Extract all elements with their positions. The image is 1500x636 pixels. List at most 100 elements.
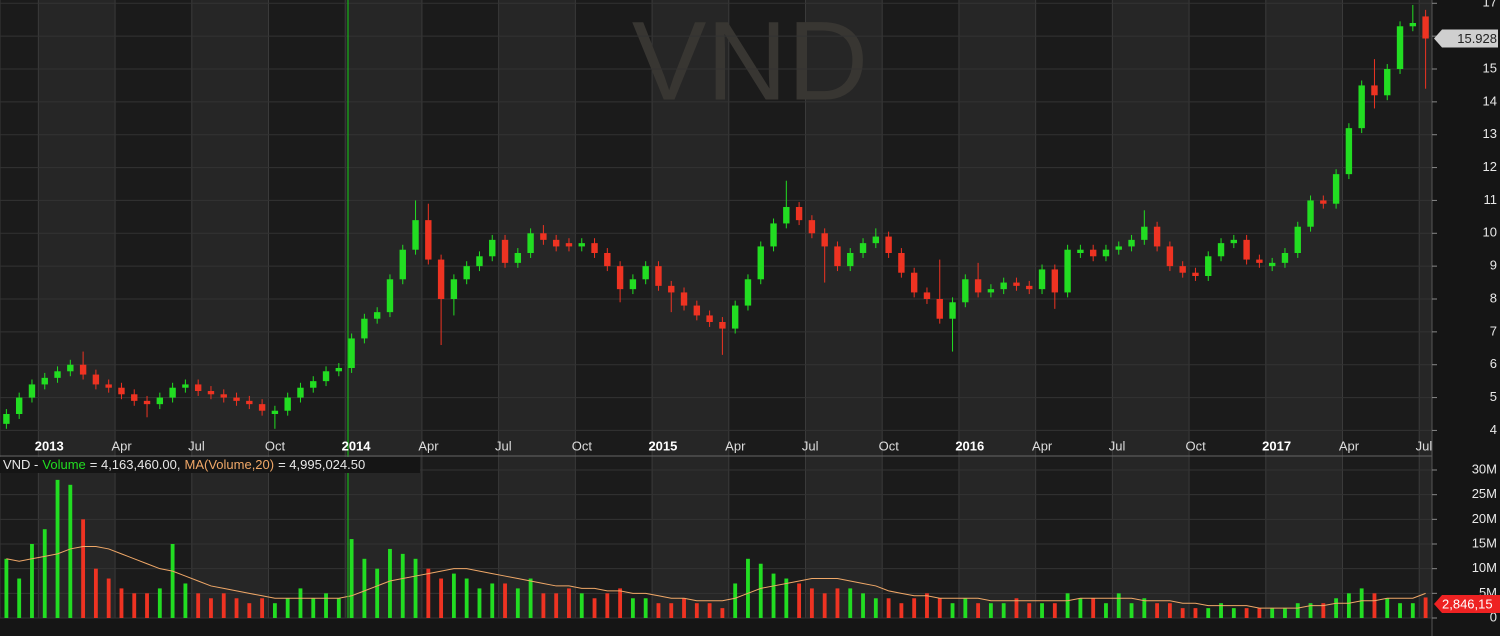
candle-body [1051, 269, 1059, 293]
volume-bar [528, 578, 533, 618]
quarter-band [805, 0, 883, 618]
volume-bar [324, 593, 328, 618]
volume-bar [1244, 608, 1249, 618]
volume-bar [1410, 603, 1415, 618]
candle-body [1256, 259, 1263, 263]
volume-bar [784, 578, 789, 618]
candle-body [693, 305, 701, 316]
volume-bar [515, 588, 520, 618]
volume-bar [183, 583, 188, 618]
candle-body [207, 391, 215, 395]
candle-body [169, 387, 176, 398]
candle-body [463, 266, 470, 280]
volume-bar [1398, 603, 1402, 618]
volume-bar [30, 544, 34, 618]
volume-bar [451, 573, 456, 618]
price-marker [1434, 29, 1498, 48]
volume-bar [1040, 603, 1044, 618]
candle-body [3, 414, 10, 424]
candle-body [1128, 239, 1135, 247]
candle-body [872, 236, 880, 244]
candle-body [1192, 272, 1199, 276]
candle-body [514, 253, 522, 263]
y-tick-label: 8 [1490, 290, 1497, 305]
volume-bar [4, 558, 9, 618]
y-tick-label: 15M [1472, 535, 1497, 550]
volume-bar [605, 593, 610, 618]
x-tick-label: Apr [111, 438, 132, 453]
volume-bar [68, 484, 73, 618]
candle-body [1064, 249, 1071, 293]
candle-body [284, 397, 291, 411]
quarter-band [882, 0, 959, 618]
candle-body [1013, 282, 1020, 286]
x-tick-label: Apr [1339, 438, 1360, 453]
volume-bar [1078, 598, 1083, 618]
volume-bar [1295, 603, 1300, 618]
volume-bar [1257, 608, 1262, 618]
y-tick-label: 11 [1484, 192, 1498, 207]
volume-bar [1283, 608, 1287, 618]
y-tick-label: 30M [1472, 461, 1497, 476]
volume-bar [1014, 598, 1019, 618]
volume-bar [234, 598, 239, 618]
quarter-band [958, 0, 1036, 618]
candle-body [552, 239, 560, 247]
candle-body [821, 233, 828, 247]
volume-bar [643, 598, 648, 618]
candle-body [949, 302, 956, 319]
volume-bar [1308, 603, 1313, 618]
volume-bar [1001, 603, 1006, 618]
volume-bar [669, 603, 674, 618]
volume-bar [209, 598, 213, 618]
readout-ma: = 4,995,024.50 [278, 457, 365, 472]
y-tick-label: 13 [1483, 126, 1497, 141]
volume-bar [809, 588, 814, 618]
axis-bg [1432, 0, 1500, 636]
quarter-band [1265, 0, 1343, 618]
y-tick-label: 14 [1483, 93, 1497, 108]
candle-body [1026, 285, 1033, 290]
volume-bar [1027, 603, 1032, 618]
volume-bar [477, 588, 482, 618]
volume-bar [848, 588, 853, 618]
candle-body [1332, 174, 1340, 204]
candle-body [1038, 269, 1046, 290]
candle-body [629, 279, 637, 290]
y-tick-label: 12 [1483, 159, 1497, 174]
candle-body [450, 279, 458, 299]
volume-bar [81, 519, 86, 618]
volume-bar [988, 603, 993, 618]
candle-body [616, 266, 624, 290]
volume-bar [1346, 593, 1351, 618]
candle-body [974, 279, 982, 293]
volume-bar [797, 583, 802, 618]
volume-bar [1372, 593, 1377, 618]
quarter-band [498, 0, 576, 618]
volume-readout: VND - Volume = 4,163,460.00, MA(Volume,20) =… [3, 457, 365, 472]
volume-bar [1359, 588, 1364, 618]
candle-body [1166, 246, 1174, 267]
candle-body [361, 318, 368, 339]
legend-volume: Volume [42, 457, 85, 472]
volume-bar [439, 578, 444, 618]
candle-body [373, 312, 381, 319]
volume-bar [272, 603, 277, 618]
volume-bar [682, 598, 686, 618]
x-tick-label: Jul [495, 438, 512, 453]
candle-body [859, 243, 867, 253]
candle-body [808, 220, 816, 234]
y-tick-label: 7 [1490, 323, 1497, 338]
volume-bar [1104, 603, 1108, 618]
volume-bar [1116, 593, 1121, 618]
volume-marker [1434, 594, 1500, 613]
y-tick-label: 17 [1483, 0, 1497, 10]
candle-body [1089, 249, 1097, 257]
candle-body [604, 253, 611, 267]
volume-bar [1334, 598, 1339, 618]
volume-bar [1423, 597, 1428, 618]
volume-bar [426, 568, 431, 618]
candle-body [540, 233, 547, 240]
grid [0, 2, 1432, 619]
